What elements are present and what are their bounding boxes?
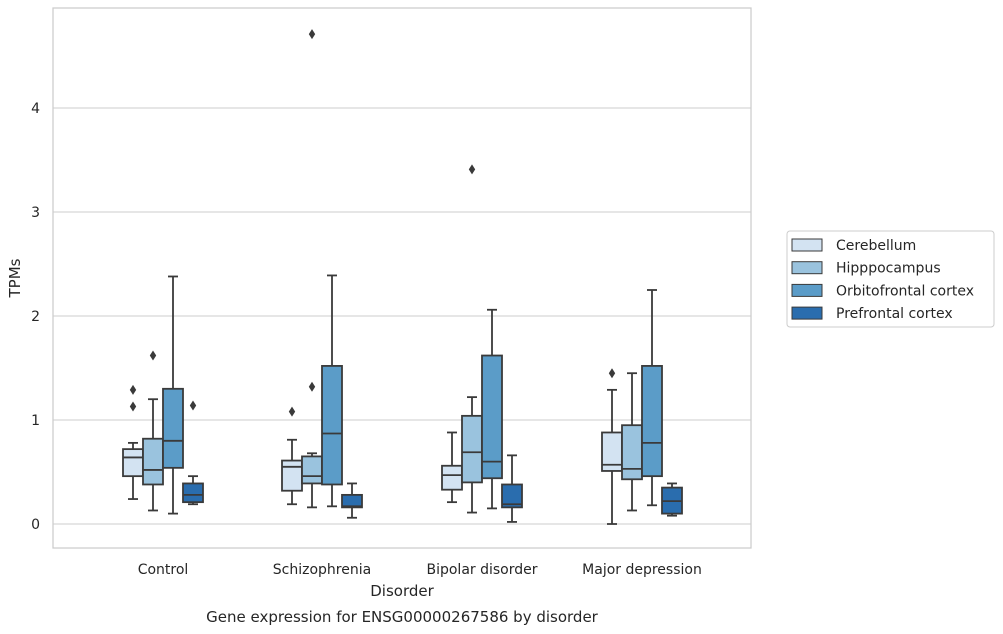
legend-swatch <box>791 261 823 275</box>
x-axis-label: Disorder <box>370 582 434 600</box>
legend-frame <box>786 230 995 328</box>
x-tick-label: Control <box>138 562 189 578</box>
box-3-2 <box>501 454 523 523</box>
box-body <box>162 387 184 469</box>
box-2-2 <box>481 308 503 510</box>
outlier-point <box>149 350 157 361</box>
chart-caption: Gene expression for ENSG00000267586 by d… <box>206 608 599 626</box>
plot-frame <box>52 7 752 549</box>
outlier-point <box>129 384 137 395</box>
legend-swatch <box>791 283 823 297</box>
outlier-point <box>129 401 137 412</box>
legend-label: Prefrontal cortex <box>836 306 953 322</box>
box-2-1 <box>321 274 343 508</box>
box-body <box>321 365 343 486</box>
y-tick-label: 4 <box>31 101 40 117</box>
outlier-point <box>308 381 316 392</box>
y-tick-label: 3 <box>31 205 40 221</box>
legend-label: Cerebellum <box>836 238 916 254</box>
box-body <box>122 448 144 478</box>
x-tick-label: Major depression <box>582 562 702 578</box>
box-1-0 <box>142 350 164 512</box>
y-tick-label: 2 <box>31 309 40 325</box>
outlier-point <box>189 400 197 411</box>
box-body <box>641 365 663 478</box>
legend-swatch <box>791 238 823 252</box>
y-tick-labels: 0 1 2 3 4 <box>31 101 40 533</box>
box-0-0 <box>122 384 144 500</box>
box-body <box>501 483 523 509</box>
y-axis-label: TPMs <box>6 258 24 298</box>
box-3-0 <box>182 400 204 506</box>
box-1-2 <box>461 164 483 514</box>
legend-swatch <box>791 306 823 320</box>
box-1-3 <box>621 372 643 512</box>
boxes <box>122 29 683 525</box>
legend: Cerebellum Hipppocampus Orbitofrontal cort… <box>786 230 995 328</box>
box-body <box>301 455 323 485</box>
outlier-point <box>608 368 616 379</box>
box-body <box>142 437 164 486</box>
box-body <box>441 464 463 491</box>
outlier-point <box>468 164 476 175</box>
outlier-point <box>288 406 296 417</box>
box-3-1 <box>341 482 363 519</box>
box-body <box>481 354 503 480</box>
outlier-point <box>308 29 316 40</box>
box-2-3 <box>641 289 663 507</box>
box-body <box>621 424 643 481</box>
box-body <box>182 482 204 504</box>
box-body <box>281 459 303 492</box>
box-body <box>341 493 363 509</box>
y-tick-label: 0 <box>31 517 40 533</box>
x-tick-label: Schizophrenia <box>273 562 371 578</box>
legend-label: Orbitofrontal cortex <box>836 283 974 299</box>
x-tick-label: Bipolar disorder <box>426 562 537 578</box>
x-tick-labels: Control Schizophrenia Bipolar disorder Majo… <box>138 562 702 578</box>
box-1-1 <box>301 29 323 509</box>
box-0-3 <box>601 368 623 525</box>
box-3-3 <box>661 482 683 517</box>
y-tick-label: 1 <box>31 413 40 429</box>
box-body <box>461 414 483 484</box>
box-2-0 <box>162 275 184 515</box>
legend-label: Hipppocampus <box>836 261 941 277</box>
